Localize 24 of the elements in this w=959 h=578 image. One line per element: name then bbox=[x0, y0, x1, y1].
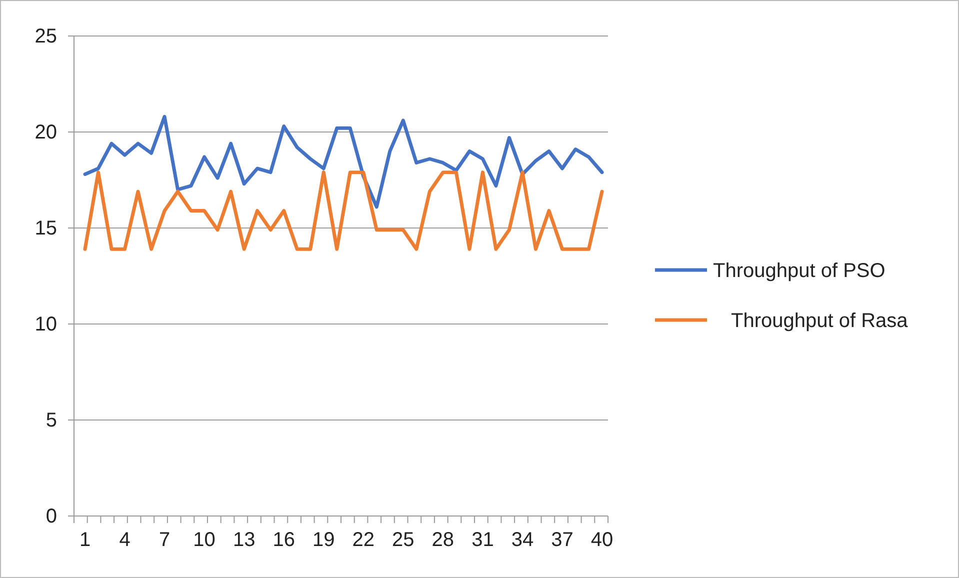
legend-label: Throughput of Rasa bbox=[731, 310, 909, 332]
x-tick-label: 34 bbox=[511, 529, 534, 552]
x-tick-label: 16 bbox=[272, 529, 295, 552]
x-tick-label: 10 bbox=[193, 529, 216, 552]
line-series bbox=[83, 170, 604, 251]
y-tick-label: 10 bbox=[34, 313, 57, 336]
x-tick-label: 22 bbox=[352, 529, 375, 552]
y-tick-label: 15 bbox=[34, 217, 57, 240]
y-tick-label: 25 bbox=[34, 25, 57, 48]
x-tick-label: 40 bbox=[590, 529, 614, 552]
x-tick-label: 37 bbox=[551, 529, 574, 552]
x-tick-label: 19 bbox=[312, 529, 335, 552]
y-tick-label: 0 bbox=[46, 505, 57, 528]
x-tick-label: 28 bbox=[432, 529, 454, 552]
line-series bbox=[83, 114, 604, 209]
y-tick-label: 5 bbox=[46, 409, 57, 432]
x-tick-label: 31 bbox=[472, 529, 494, 552]
x-tick-label: 4 bbox=[119, 529, 130, 552]
y-tick-label: 20 bbox=[34, 121, 57, 144]
x-tick-label: 1 bbox=[79, 529, 91, 552]
x-tick-label: 13 bbox=[232, 529, 256, 552]
legend-label: Throughput of PSO bbox=[713, 260, 886, 282]
x-tick-label: 25 bbox=[392, 529, 414, 552]
x-tick-label: 7 bbox=[158, 529, 170, 552]
